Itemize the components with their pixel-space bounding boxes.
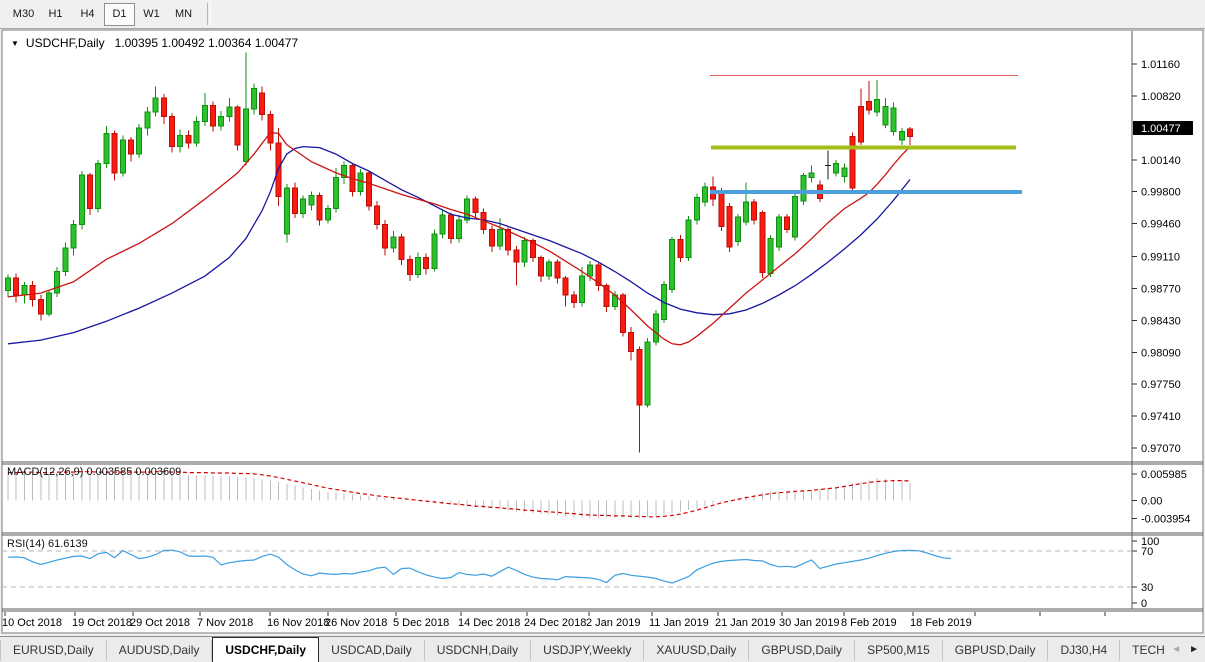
svg-text:30: 30 [1141, 582, 1153, 594]
chart-tab-usdjpy-weekly[interactable]: USDJPY,Weekly [531, 640, 645, 661]
svg-text:21 Jan 2019: 21 Jan 2019 [715, 617, 776, 629]
svg-text:0.99110: 0.99110 [1141, 251, 1180, 263]
chart-tab-usdcnh-daily[interactable]: USDCNH,Daily [425, 640, 532, 661]
chart-tab-dj30-h4[interactable]: DJ30,H4 [1048, 640, 1121, 661]
svg-text:5 Dec 2018: 5 Dec 2018 [393, 617, 449, 629]
svg-text:0: 0 [1141, 598, 1147, 610]
chart-tab-eurusd-daily[interactable]: EURUSD,Daily [1, 640, 107, 661]
chart-tab-xauusd-daily[interactable]: XAUUSD,Daily [644, 640, 750, 661]
chart-symbol-label: USDCHF,Daily [25, 36, 105, 50]
chart-tab-gbpusd-daily[interactable]: GBPUSD,Daily [943, 640, 1049, 661]
svg-text:19 Oct 2018: 19 Oct 2018 [72, 617, 132, 629]
timeframe-button-h4[interactable]: H4 [80, 7, 95, 20]
svg-text:0.99800: 0.99800 [1141, 187, 1181, 199]
rsi-name: RSI(14) [7, 538, 45, 550]
timeframe-toolbar: M30 H1 H4 D1 W1 MN [0, 0, 1205, 29]
chart-tab-usdcad-daily[interactable]: USDCAD,Daily [319, 640, 425, 661]
macd-name: MACD(12,26,9) [7, 466, 84, 478]
tab-scroll-nav: ◄ ► [1165, 637, 1205, 661]
timeframe-button-w1[interactable]: W1 [143, 7, 160, 20]
svg-text:7 Nov 2018: 7 Nov 2018 [197, 617, 253, 629]
svg-text:0.005985: 0.005985 [1141, 469, 1187, 481]
svg-text:0.98770: 0.98770 [1141, 283, 1181, 295]
timeframe-button-m30[interactable]: M30 [12, 7, 35, 20]
svg-text:8 Feb 2019: 8 Feb 2019 [841, 617, 897, 629]
chart-title: ▼ USDCHF,Daily 1.00395 1.00492 1.00364 1.0… [11, 36, 298, 50]
chart-tab-gbpusd-daily[interactable]: GBPUSD,Daily [749, 640, 856, 661]
chart-tab-usdchf-daily[interactable]: USDCHF,Daily [212, 637, 320, 662]
svg-text:26 Nov 2018: 26 Nov 2018 [325, 617, 387, 629]
rsi-indicator-label: RSI(14) 61.6139 [7, 538, 88, 550]
tab-scroll-right-icon[interactable]: ► [1189, 643, 1199, 655]
svg-text:0.98430: 0.98430 [1141, 315, 1181, 327]
chart-ohlc-values: 1.00395 1.00492 1.00364 1.00477 [114, 36, 299, 50]
svg-text:24 Dec 2018: 24 Dec 2018 [524, 617, 586, 629]
svg-text:14 Dec 2018: 14 Dec 2018 [458, 617, 520, 629]
chart-tab-audusd-daily[interactable]: AUDUSD,Daily [107, 640, 213, 661]
svg-text:0.97750: 0.97750 [1141, 379, 1181, 391]
svg-text:0.99460: 0.99460 [1141, 219, 1181, 231]
svg-text:1.00477: 1.00477 [1141, 123, 1181, 135]
macd-indicator-label: MACD(12,26,9) 0.003585 0.003609 [7, 466, 181, 478]
tab-scroll-left-icon[interactable]: ◄ [1171, 643, 1182, 655]
svg-text:0.00: 0.00 [1141, 496, 1162, 508]
svg-text:29 Oct 2018: 29 Oct 2018 [130, 617, 190, 629]
timeframe-button-mn[interactable]: MN [174, 7, 193, 20]
symbol-dropdown-icon[interactable]: ▼ [11, 39, 19, 48]
toolbar-separator [207, 3, 211, 25]
svg-text:1.00820: 1.00820 [1141, 91, 1181, 103]
svg-text:18 Feb 2019: 18 Feb 2019 [910, 617, 972, 629]
timeframe-button-d1[interactable]: D1 [104, 2, 135, 26]
svg-text:100: 100 [1141, 536, 1159, 548]
rsi-value: 61.6139 [47, 538, 88, 550]
tab-stub[interactable] [0, 640, 1, 661]
svg-text:1.01160: 1.01160 [1141, 59, 1180, 71]
svg-text:11 Jan 2019: 11 Jan 2019 [649, 617, 709, 629]
svg-text:10 Oct 2018: 10 Oct 2018 [2, 617, 62, 629]
chart-tab-bar: EURUSD,Daily AUDUSD,Daily USDCHF,Daily USDC… [0, 636, 1205, 662]
svg-text:-0.003954: -0.003954 [1141, 513, 1191, 525]
svg-text:0.98090: 0.98090 [1141, 347, 1181, 359]
macd-values: 0.003585 0.003609 [86, 466, 182, 478]
svg-text:0.97410: 0.97410 [1141, 411, 1181, 423]
svg-text:0.97070: 0.97070 [1141, 443, 1181, 455]
svg-text:16 Nov 2018: 16 Nov 2018 [267, 617, 329, 629]
svg-text:2 Jan 2019: 2 Jan 2019 [586, 617, 640, 629]
svg-text:70: 70 [1141, 546, 1153, 558]
svg-text:30 Jan 2019: 30 Jan 2019 [779, 617, 840, 629]
timeframe-button-h1[interactable]: H1 [48, 7, 63, 20]
chart-tab-sp500-m15[interactable]: SP500,M15 [855, 640, 943, 661]
svg-text:1.00140: 1.00140 [1141, 155, 1181, 167]
